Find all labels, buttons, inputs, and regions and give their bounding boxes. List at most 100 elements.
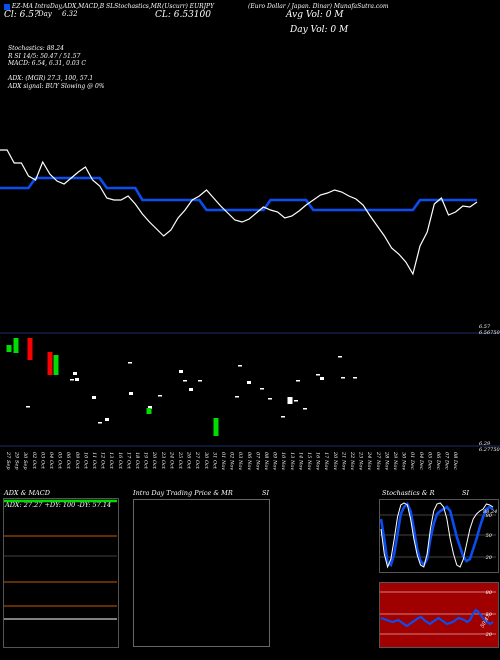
header-top-value: Cl: 6.5? xyxy=(4,10,39,20)
candle xyxy=(75,378,79,381)
volume-tick xyxy=(353,377,357,379)
info-block: Stochastics: 88.24 R SI 14/5: 50.47 / 51… xyxy=(8,45,105,91)
volume-tick xyxy=(98,422,102,424)
x-tick-label: 14 Nov xyxy=(297,452,303,470)
x-tick-label: 17 Nov xyxy=(323,452,329,470)
x-tick-label: 03 Nov xyxy=(237,452,243,470)
x-tick-label: 27 Nov xyxy=(375,451,381,470)
volume-tick xyxy=(294,400,298,402)
x-tick-label: 05 Oct xyxy=(57,452,63,470)
candle xyxy=(47,352,53,375)
candle xyxy=(146,408,152,414)
x-tick-label: 12 Oct xyxy=(100,452,106,470)
intraday-panel-si: SI xyxy=(262,489,270,497)
intraday-panel xyxy=(133,499,270,647)
volume-tick xyxy=(260,388,264,390)
candle xyxy=(179,370,183,373)
legend-swatch-icon xyxy=(4,3,10,10)
x-tick-label: 02 Oct xyxy=(31,452,37,470)
volume-tick xyxy=(183,380,187,382)
x-tick-label: 29 Nov xyxy=(392,451,398,470)
candle xyxy=(213,418,219,436)
x-tick-label: 03 Oct xyxy=(39,452,45,470)
candle xyxy=(320,377,324,380)
candle xyxy=(189,388,193,391)
close-label: CL: 6.53100 xyxy=(155,10,211,20)
volume-tick xyxy=(158,395,162,397)
candle xyxy=(129,392,133,395)
x-tick-label: 07 Dec xyxy=(444,452,450,470)
volume-tick xyxy=(316,374,320,376)
info-line: R SI 14/5: 50.47 / 51.57 xyxy=(8,52,81,60)
x-tick-label: 17 Oct xyxy=(125,452,131,470)
volume-tick xyxy=(235,396,239,398)
x-tick-label: 27 Sep xyxy=(5,451,11,470)
x-tick-label: 20 Nov xyxy=(332,451,338,470)
volume-tick xyxy=(70,379,74,381)
volume-tick xyxy=(198,380,202,382)
info-line: Stochastics: 88.24 xyxy=(8,45,64,52)
price-axis-bottom-label: 6.27750 xyxy=(479,447,500,453)
x-tick-label: 18 Oct xyxy=(134,452,140,470)
stoch-k-line xyxy=(380,502,494,569)
x-tick-label: 20 Oct xyxy=(151,451,157,470)
x-tick-label: 28 Nov xyxy=(383,451,389,470)
x-tick-label: 29 Sep xyxy=(14,451,20,470)
x-tick-label: 07 Nov xyxy=(254,452,260,470)
adx-chart xyxy=(4,499,117,620)
candle xyxy=(105,418,109,421)
volume-tick xyxy=(128,362,132,364)
adx-values: ADX: 27.27 +DY: 100 -DY: 57.14 xyxy=(5,501,112,509)
candle xyxy=(92,396,96,399)
volume-tick xyxy=(338,356,342,358)
x-tick-label: 05 Dec xyxy=(426,452,432,470)
x-tick-label: 23 Oct xyxy=(160,451,166,470)
x-tick-label: 10 Nov xyxy=(280,452,286,470)
price-axis-bottom-small: 6.29 xyxy=(479,441,491,447)
volume-tick xyxy=(341,377,345,379)
day-label: Day xyxy=(38,10,52,18)
x-tick-label: 30 Sep xyxy=(22,452,28,470)
x-tick-label: 06 Dec xyxy=(435,452,441,470)
rsi-line xyxy=(380,608,494,628)
x-tick-label: 30 Nov xyxy=(401,452,407,470)
x-tick-label: 10 Oct xyxy=(82,452,88,470)
info-line: MACD: 6.54, 6.31, 0.03 C xyxy=(8,60,87,68)
header-right-text: (Euro Dollar / Japan. Dinar) MunafaSutra… xyxy=(248,3,389,10)
x-tick-label: 24 Oct xyxy=(168,451,174,470)
x-tick-label: 16 Nov xyxy=(315,452,321,470)
x-tick-label: 06 Nov xyxy=(246,452,252,470)
info-line: ADX signal: BUY Slowing @ 0% xyxy=(8,82,105,90)
x-tick-label: 08 Nov xyxy=(263,452,269,470)
x-tick-label: 11 Oct xyxy=(91,452,97,470)
x-tick-label: 25 Oct xyxy=(177,451,183,470)
candle xyxy=(6,345,12,352)
price-axis-top-label: 6.56750 xyxy=(479,330,500,336)
volume-tick xyxy=(281,416,285,418)
avg-volume: Avg Vol: 0 M xyxy=(286,10,344,20)
x-tick-label: 22 Nov xyxy=(349,451,355,470)
x-tick-label: 27 Oct xyxy=(194,451,200,470)
stoch-value-label: 88.24 xyxy=(483,509,497,515)
x-tick-label: 13 Oct xyxy=(108,452,114,470)
candle xyxy=(287,397,293,404)
info-line: ADX: (MGR) 27.3, 100, 57.1 xyxy=(8,75,94,83)
volume-tick xyxy=(296,380,300,382)
x-tick-label: 21 Nov xyxy=(340,451,346,470)
candle xyxy=(13,338,19,353)
day-volume: Day Vol: 0 M xyxy=(290,25,349,35)
stoch-level-label: 80 xyxy=(486,513,493,519)
candle xyxy=(27,338,33,360)
adx-panel: ADX: 27.27 +DY: 100 -DY: 57.14 xyxy=(3,498,119,648)
sma-line xyxy=(0,176,477,212)
volume-tick xyxy=(268,398,272,400)
stoch-d-line xyxy=(379,501,494,568)
x-tick-label: 15 Nov xyxy=(306,452,312,470)
stoch-panel-title: Stochastics & R xyxy=(382,489,435,497)
header-symbol: (Uscurr) EURJPY xyxy=(162,3,215,10)
rsi-level-label: 20 xyxy=(485,632,493,638)
header-legend: EZ-MA IntraDay,ADX,MACD,B xyxy=(4,3,104,10)
candle xyxy=(53,355,59,375)
intraday-panel-title: Intra Day Trading Price & MR xyxy=(133,489,233,497)
x-tick-label: 09 Oct xyxy=(74,452,80,470)
